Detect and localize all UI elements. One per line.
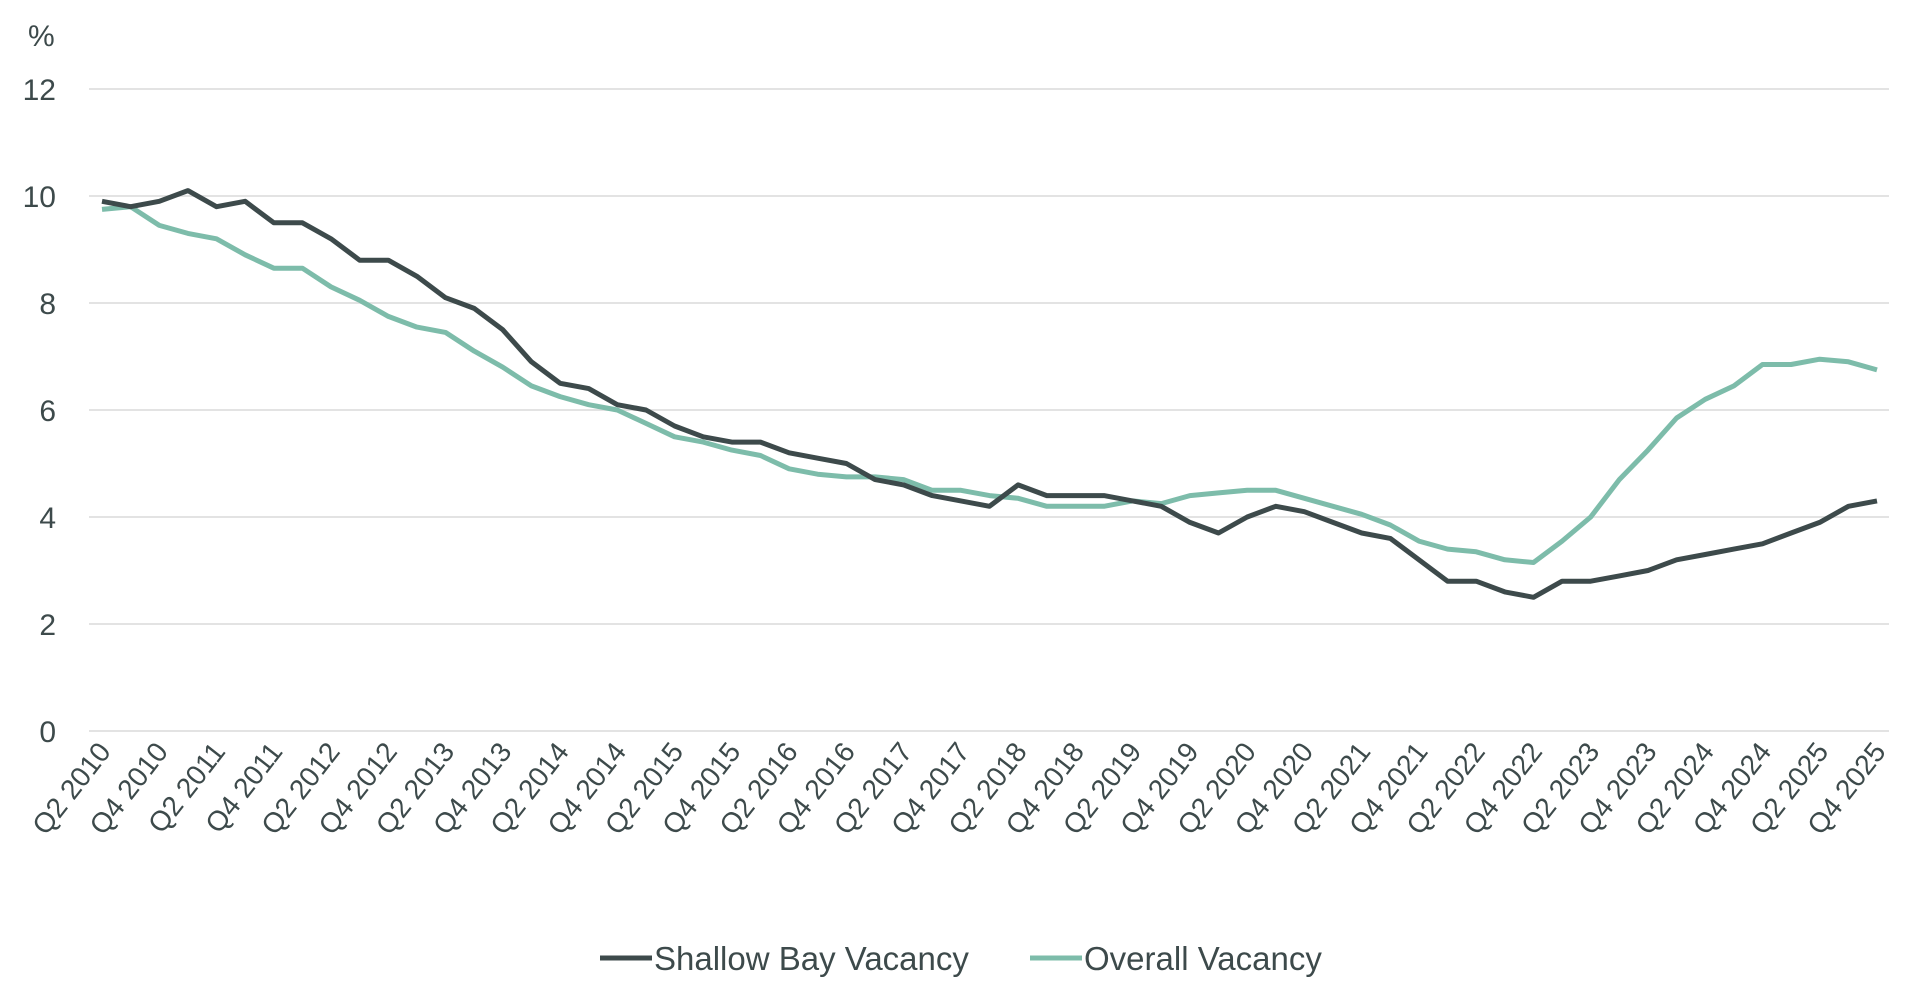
legend-label: Overall Vacancy xyxy=(1084,940,1322,977)
legend-label: Shallow Bay Vacancy xyxy=(654,940,969,977)
y-tick-label: 8 xyxy=(39,288,56,321)
y-tick-label: 4 xyxy=(39,502,56,535)
legend: Shallow Bay Vacancy Overall Vacancy xyxy=(600,940,1322,977)
y-tick-label: 0 xyxy=(39,716,56,749)
y-tick-label: 6 xyxy=(39,395,56,428)
y-tick-label: 10 xyxy=(23,181,56,214)
y-axis-unit-label: % xyxy=(28,20,55,53)
series-line-overall-vacancy xyxy=(101,204,1878,565)
y-tick-label: 2 xyxy=(39,609,56,642)
y-tick-label: 12 xyxy=(23,74,56,107)
series-line-shallow-bay-vacancy xyxy=(101,188,1878,600)
